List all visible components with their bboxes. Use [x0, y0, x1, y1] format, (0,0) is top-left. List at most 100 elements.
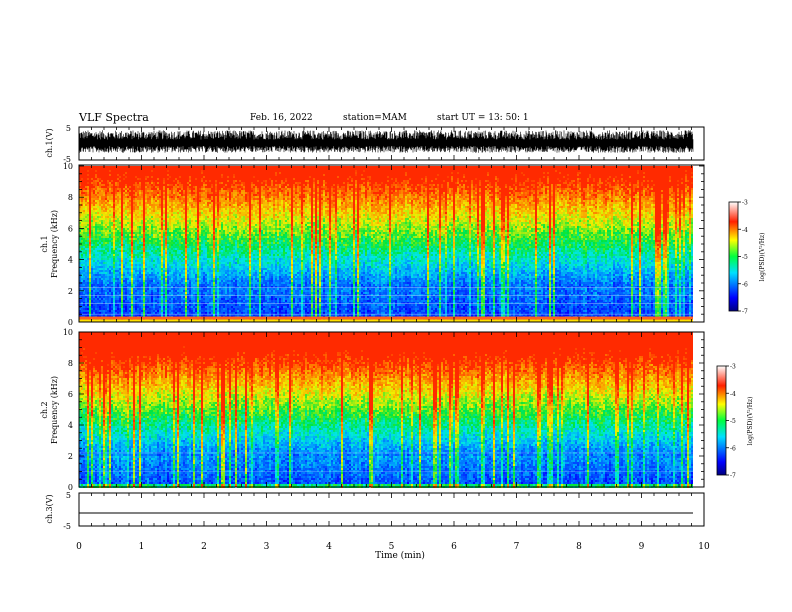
spectrogram-cell: [253, 188, 255, 190]
spectrogram-cell: [583, 190, 585, 192]
spectrogram-cell: [115, 200, 117, 202]
spectrogram-cell: [157, 202, 159, 204]
spectrogram-cell: [91, 190, 93, 192]
spectrogram-cell: [215, 186, 217, 188]
spectrogram-cell: [619, 204, 621, 206]
spectrogram-cell: [629, 196, 631, 198]
spectrogram-cell: [347, 194, 349, 196]
spectrogram-cell: [331, 206, 333, 208]
spectrogram-cell: [605, 202, 607, 204]
spectrogram-cell: [381, 198, 383, 200]
spectrogram-cell: [203, 196, 205, 198]
spectrogram-cell: [271, 192, 273, 194]
spectrogram-cell: [419, 202, 421, 204]
spectrogram-cell: [265, 208, 267, 210]
spectrogram-cell: [347, 192, 349, 194]
spectrogram-cell: [369, 178, 371, 180]
spectrogram-cell: [337, 184, 339, 186]
spectrogram-cell: [139, 178, 141, 180]
spectrogram-cell: [125, 172, 127, 174]
spectrogram-cell: [539, 178, 541, 180]
spectrogram-cell: [147, 182, 149, 184]
spectrogram-cell: [271, 184, 273, 186]
spectrogram-cell: [689, 202, 691, 204]
spectrogram-cell: [613, 198, 615, 200]
spectrogram-cell: [215, 182, 217, 184]
spectrogram-cell: [689, 198, 691, 200]
spectrogram-cell: [533, 198, 535, 200]
spectrogram-cell: [303, 188, 305, 190]
spectrogram-cell: [419, 184, 421, 186]
spectrogram-cell: [513, 196, 515, 198]
spectrogram-cell: [423, 182, 425, 184]
spectrogram-cell: [363, 192, 365, 194]
spectrogram-cell: [571, 196, 573, 198]
spectrogram-cell: [189, 178, 191, 180]
spectrogram-cell: [517, 192, 519, 194]
spectrogram-cell: [331, 194, 333, 196]
spectrogram-cell: [543, 192, 545, 194]
spectrogram-cell: [173, 188, 175, 190]
spectrogram-cell: [573, 206, 575, 208]
spectrogram-cell: [557, 196, 559, 198]
spectrogram-cell: [633, 196, 635, 198]
spectrogram-cell: [405, 208, 407, 210]
spectrogram-cell: [643, 198, 645, 200]
spectrogram-cell: [451, 198, 453, 200]
spectrogram-cell: [405, 202, 407, 204]
spectrogram-cell: [491, 208, 493, 210]
spectrogram-cell: [255, 186, 257, 188]
spectrogram-cell: [489, 206, 491, 208]
spectrogram-cell: [457, 180, 459, 182]
spectrogram-cell: [149, 200, 151, 202]
spectrogram-cell: [247, 206, 249, 208]
spectrogram-cell: [551, 204, 553, 206]
spectrogram-cell: [371, 202, 373, 204]
spectrogram-cell: [281, 192, 283, 194]
spectrogram-cell: [499, 200, 501, 202]
spectrogram-cell: [635, 202, 637, 204]
spectrogram-cell: [443, 206, 445, 208]
spectrogram-cell: [583, 202, 585, 204]
spectrogram-cell: [457, 182, 459, 184]
spectrogram-cell: [527, 202, 529, 204]
spectrogram-cell: [317, 180, 319, 182]
spectrogram-cell: [551, 200, 553, 202]
spectrogram-cell: [125, 196, 127, 198]
spectrogram-cell: [497, 202, 499, 204]
spectrogram-cell: [577, 186, 579, 188]
spectrogram-cell: [95, 206, 97, 208]
spectrogram-cell: [151, 202, 153, 204]
spectrogram-cell: [365, 188, 367, 190]
spectrogram-cell: [175, 188, 177, 190]
spectrogram-cell: [547, 198, 549, 200]
spectrogram-cell: [299, 190, 301, 192]
spectrogram-cell: [495, 186, 497, 188]
spectrogram-cell: [571, 204, 573, 206]
spectrogram-cell: [409, 200, 411, 202]
spectrogram-cell: [223, 186, 225, 188]
spectrogram-cell: [467, 198, 469, 200]
spectrogram-cell: [175, 192, 177, 194]
spectrogram-cell: [621, 194, 623, 196]
spectrogram-cell: [411, 184, 413, 186]
spectrogram-cell: [109, 190, 111, 192]
spectrogram-cell: [447, 198, 449, 200]
spectrogram-cell: [561, 202, 563, 204]
spectrogram-cell: [525, 204, 527, 206]
spectrogram-cell: [433, 204, 435, 206]
spectrogram-cell: [103, 208, 105, 210]
spectrogram-cell: [305, 198, 307, 200]
spectrogram-cell: [201, 208, 203, 210]
spectrogram-cell: [465, 196, 467, 198]
spectrogram-cell: [575, 202, 577, 204]
spectrogram-cell: [425, 182, 427, 184]
spectrogram-cell: [421, 196, 423, 198]
spectrogram-cell: [443, 208, 445, 210]
spectrogram-cell: [351, 196, 353, 198]
spectrogram-cell: [621, 196, 623, 198]
spectrogram-cell: [443, 202, 445, 204]
spectrogram-cell: [115, 184, 117, 186]
spectrogram-cell: [359, 196, 361, 198]
spectrogram-cell: [441, 194, 443, 196]
